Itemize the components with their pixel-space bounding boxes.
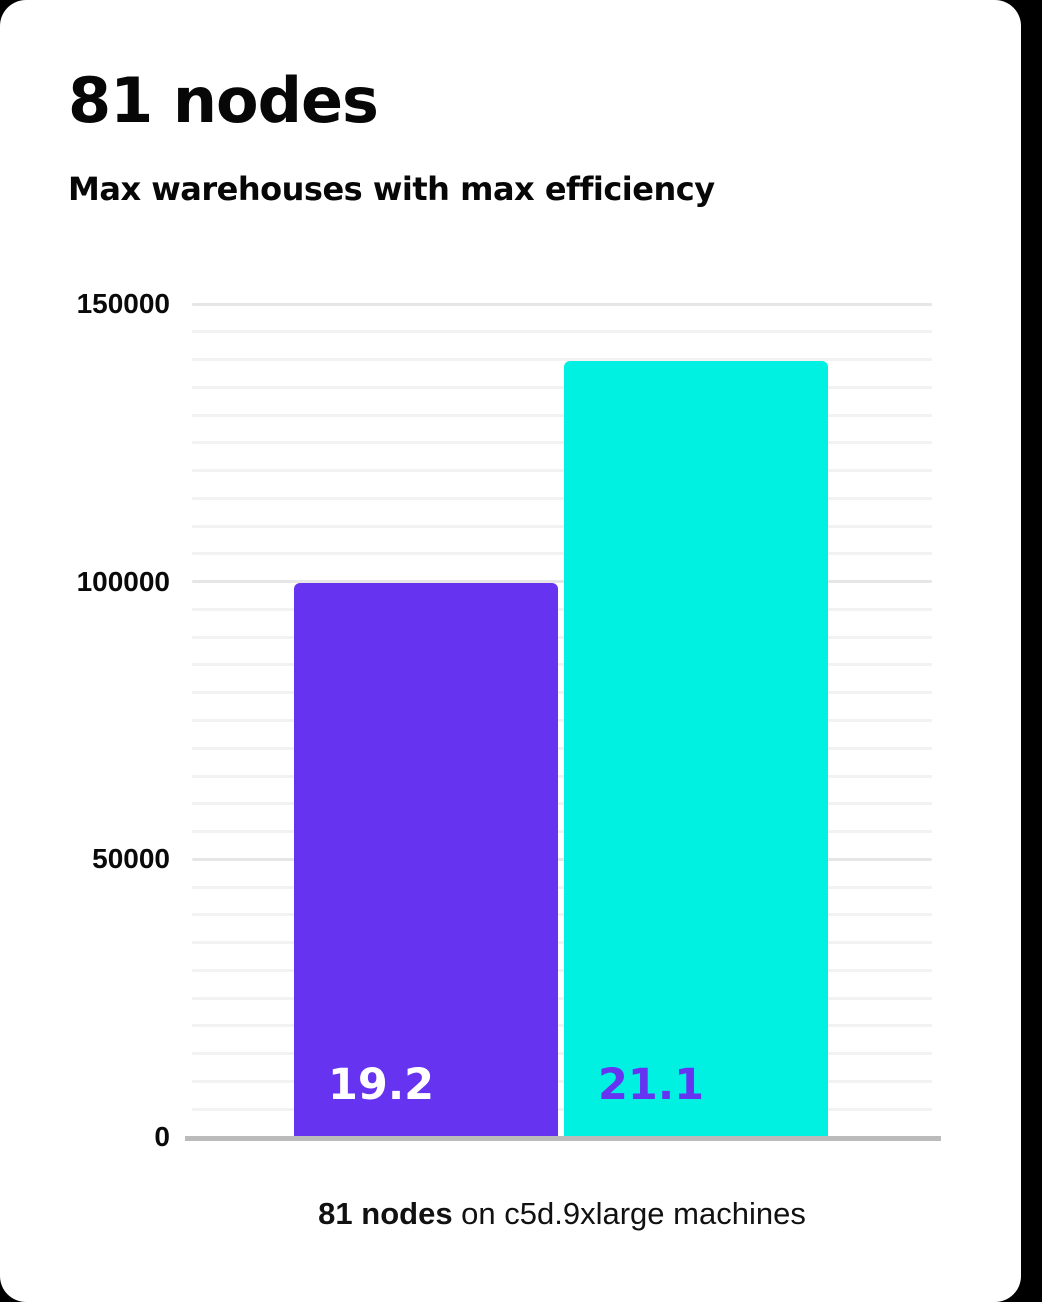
chart-card: 81 nodes Max warehouses with max efficie…	[0, 0, 1021, 1302]
caption-bold-text: 81 nodes	[318, 1196, 453, 1231]
y-tick-label: 0	[154, 1121, 170, 1152]
minor-gridline	[192, 941, 932, 945]
minor-gridline	[192, 524, 932, 528]
minor-gridline	[192, 719, 932, 722]
y-tick-label: 150000	[76, 288, 170, 319]
minor-gridline	[192, 996, 932, 1000]
bar-21.1: 21.1	[564, 360, 828, 1136]
minor-gridline	[192, 913, 932, 917]
minor-gridline	[192, 441, 932, 445]
minor-gridline	[192, 1107, 932, 1111]
minor-gridline	[192, 358, 932, 362]
x-axis-line	[185, 1136, 941, 1141]
minor-gridline	[192, 496, 932, 500]
minor-gridline	[192, 385, 932, 389]
minor-gridline	[192, 607, 932, 611]
y-tick-label: 100000	[76, 565, 170, 597]
major-gridline	[192, 580, 932, 584]
caption-regular-text: on c5d.9xlarge machines	[452, 1196, 806, 1231]
minor-gridline	[192, 469, 932, 473]
bar-value-label: 19.2	[328, 1060, 435, 1110]
minor-gridline	[192, 802, 932, 806]
minor-gridline	[192, 635, 932, 639]
minor-gridline	[192, 968, 932, 972]
minor-gridline	[192, 552, 932, 556]
major-gridline	[192, 302, 932, 306]
bar-chart: 0 50000 100000 150000 19.2 21.1	[76, 288, 941, 1152]
minor-gridline	[192, 1024, 932, 1028]
minor-gridline	[192, 774, 932, 778]
bar-value-label: 21.1	[598, 1060, 705, 1110]
minor-gridline	[192, 885, 932, 889]
minor-gridline	[192, 330, 932, 334]
chart-caption: 81 nodes on c5d.9xlarge machines	[192, 1196, 932, 1232]
minor-gridline	[192, 663, 932, 667]
minor-gridline	[192, 1079, 932, 1083]
chart-title: 81 nodes	[68, 64, 379, 137]
major-gridline	[192, 857, 932, 861]
minor-gridline	[192, 413, 932, 417]
plot-area: 19.2 21.1	[185, 302, 941, 1141]
bar-19.2: 19.2	[294, 582, 558, 1136]
minor-gridline	[192, 830, 932, 834]
minor-gridline	[192, 746, 932, 750]
minor-gridline	[192, 1052, 932, 1056]
chart-subtitle: Max warehouses with max efficiency	[68, 170, 715, 208]
minor-gridline	[192, 691, 932, 695]
y-tick-label: 50000	[92, 843, 170, 875]
